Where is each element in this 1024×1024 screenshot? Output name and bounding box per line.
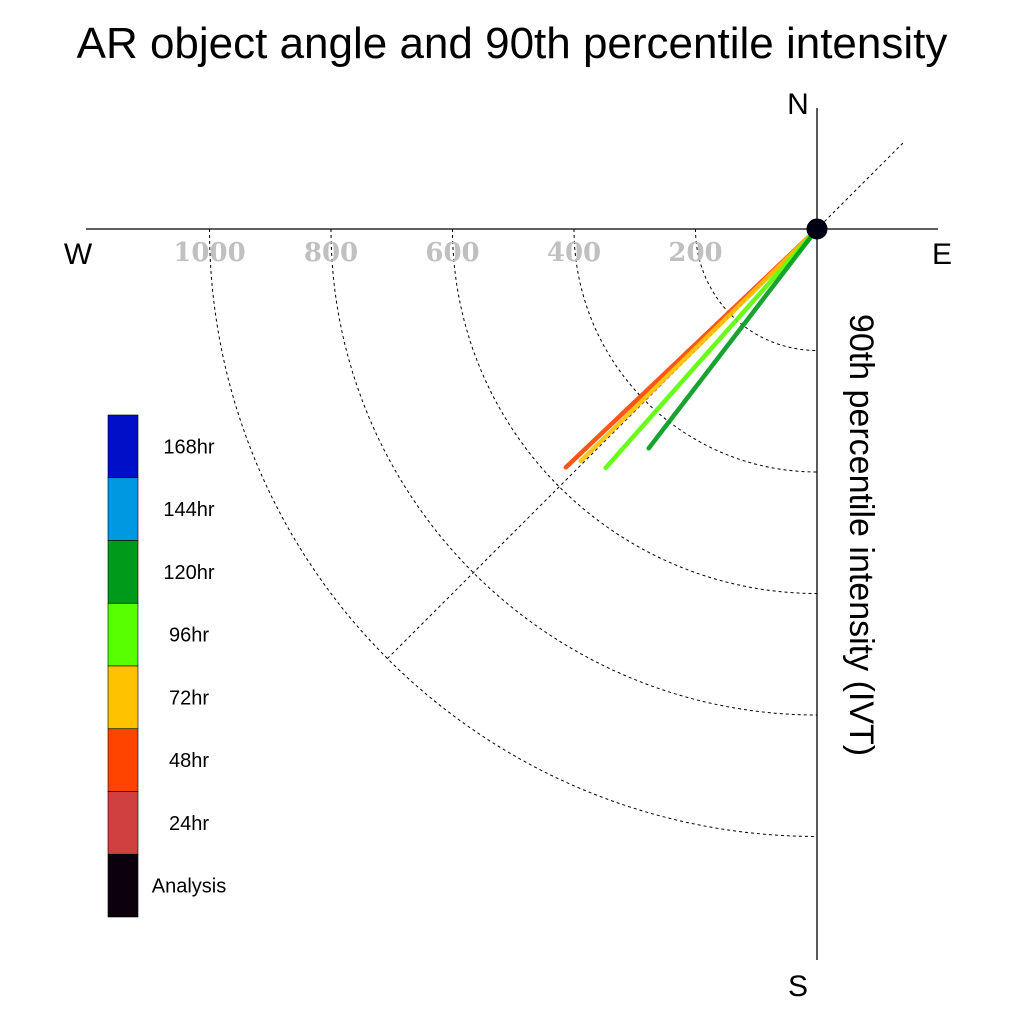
grid-arc-600 <box>452 228 818 594</box>
legend-swatch <box>107 665 139 730</box>
series-line-96hr <box>603 226 820 471</box>
legend-swatch <box>107 853 139 918</box>
radial-tick-label: 1000 <box>173 238 245 268</box>
legend-label: 72hr <box>169 687 209 709</box>
radial-tick-label: 400 <box>547 238 601 268</box>
legend-label: Analysis <box>152 876 226 898</box>
radial-tick-label: 800 <box>304 238 358 268</box>
compass-north-label: N <box>787 88 809 121</box>
legend: 168hr 144hr 120hr 96hr 72hr 48hr 24hr Analysis <box>107 414 226 918</box>
compass-south-label: S <box>788 970 808 1003</box>
legend-swatch <box>107 414 139 479</box>
compass-west-label: W <box>64 238 93 271</box>
grid-arc-1000 <box>209 228 818 837</box>
origin-marker <box>806 218 828 240</box>
series-line-120hr <box>646 226 820 451</box>
legend-swatch <box>107 540 139 604</box>
series-lines <box>563 226 820 471</box>
legend-swatch <box>107 477 139 541</box>
chart-title: AR object angle and 90th percentile inte… <box>77 19 948 68</box>
radial-tick-labels: 200 400 600 800 1000 <box>173 238 722 268</box>
y-axis-label: 90th percentile intensity (IVT) <box>842 314 880 756</box>
grid-arc-400 <box>573 228 818 473</box>
compass-east-label: E <box>932 238 952 271</box>
legend-swatch <box>107 791 139 855</box>
legend-label: 96hr <box>169 625 209 647</box>
radial-tick-label: 200 <box>668 238 722 268</box>
grid-arc-800 <box>330 228 818 716</box>
legend-label: 48hr <box>169 750 209 772</box>
legend-label: 168hr <box>163 436 214 458</box>
legend-swatch <box>107 728 139 792</box>
series-line-72hr <box>578 226 820 464</box>
legend-label: 144hr <box>163 499 214 521</box>
grid-arc-200 <box>695 228 818 351</box>
legend-label: 120hr <box>163 562 214 584</box>
radial-tick-label: 600 <box>425 238 479 268</box>
legend-label: 24hr <box>169 813 209 835</box>
legend-swatch <box>107 602 139 667</box>
